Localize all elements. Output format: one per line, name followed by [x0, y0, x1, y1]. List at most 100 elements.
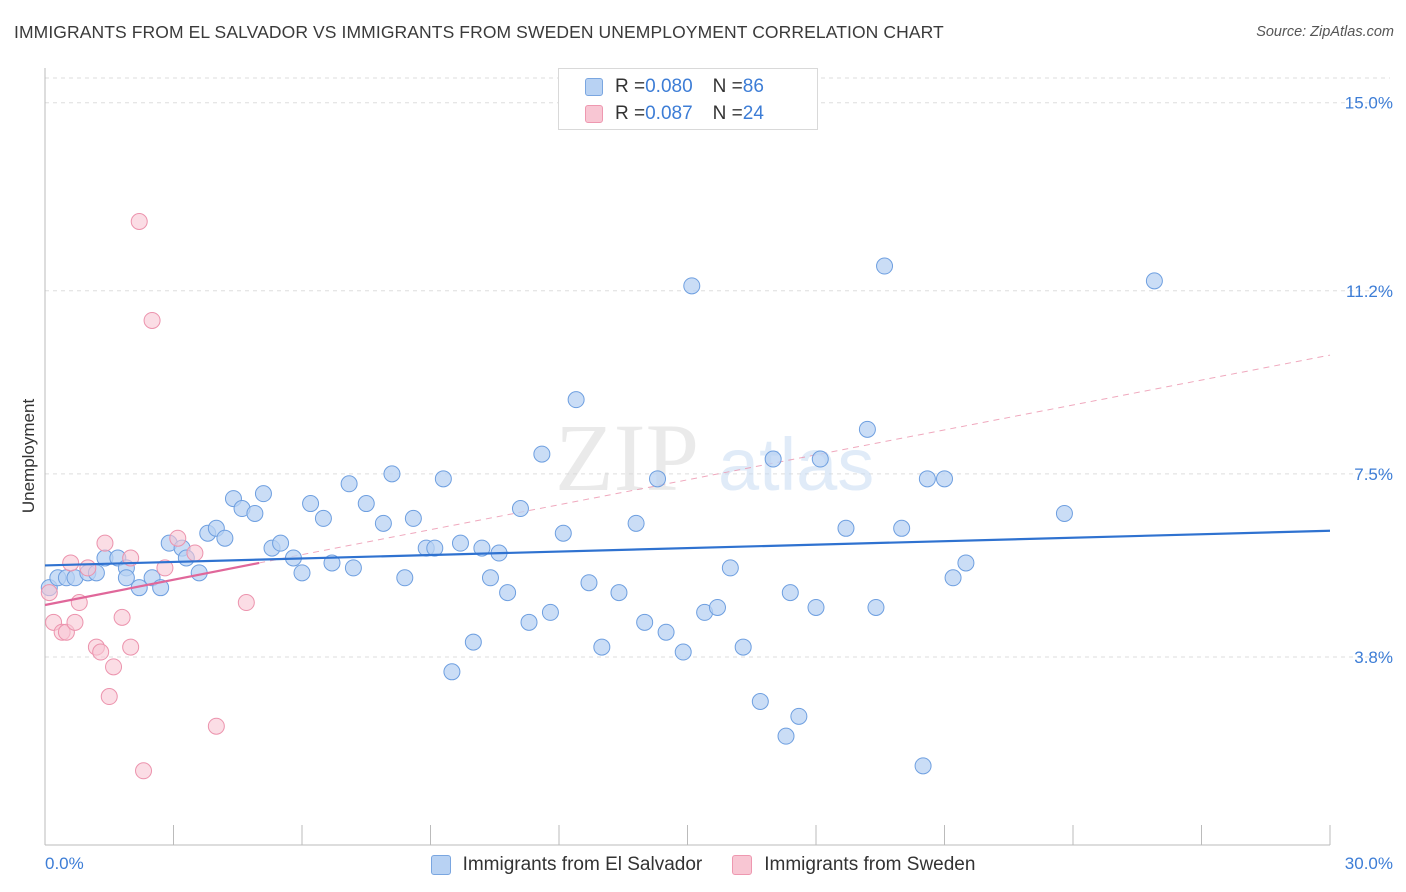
data-point-sweden [100, 688, 118, 706]
y-tick-label: 11.2% [1346, 282, 1393, 301]
watermark-atlas: atlas [718, 423, 874, 506]
chart-title: IMMIGRANTS FROM EL SALVADOR VS IMMIGRANT… [14, 22, 944, 42]
data-point-el-salvador [464, 633, 482, 651]
data-point-el-salvador [657, 623, 675, 641]
data-point-el-salvador [117, 569, 135, 587]
data-point-el-salvador [610, 584, 628, 602]
legend-swatch-pink [585, 105, 603, 123]
data-point-el-salvador [451, 534, 469, 552]
n-value: 86 [742, 76, 764, 97]
data-point-el-salvador [533, 445, 551, 463]
y-tick-label: 15.0% [1345, 94, 1393, 113]
data-point-el-salvador [314, 509, 332, 527]
data-point-sweden [79, 559, 97, 577]
data-point-el-salvador [649, 470, 667, 488]
data-point-el-salvador [858, 420, 876, 438]
data-point-el-salvador [254, 485, 272, 503]
data-point-el-salvador [1055, 504, 1073, 522]
data-point-el-salvador [893, 519, 911, 537]
data-point-el-salvador [426, 539, 444, 557]
data-point-sweden [105, 658, 123, 676]
data-point-el-salvador [751, 692, 769, 710]
r-label: R = [615, 103, 646, 124]
y-tick-labels: 3.8% 7.5% 11.2% 15.0% [1345, 94, 1393, 667]
data-point-el-salvador [867, 598, 885, 616]
data-point-el-salvador [473, 539, 491, 557]
grid-lines [45, 77, 1390, 658]
legend-swatch-pink [732, 855, 753, 875]
data-point-el-salvador [837, 519, 855, 537]
data-point-sweden [96, 534, 114, 552]
data-point-sweden [92, 643, 110, 661]
data-point-el-salvador [520, 613, 538, 631]
series-legend: Immigrants from El Salvador Immigrants f… [0, 852, 1406, 878]
data-point-el-salvador [216, 529, 234, 547]
data-point-el-salvador [434, 470, 452, 488]
data-point-el-salvador [944, 569, 962, 587]
data-point-sweden [113, 608, 131, 626]
data-point-el-salvador [636, 613, 654, 631]
n-value: 24 [742, 103, 764, 124]
n-label: N = [712, 76, 743, 97]
data-point-sweden [156, 559, 174, 577]
correlation-legend: R = 0.080 N = 86 R = 0.087 N = 24 [558, 68, 818, 130]
data-point-el-salvador [918, 470, 936, 488]
data-point-el-salvador [593, 638, 611, 656]
data-point-el-salvador [541, 603, 559, 621]
data-point-el-salvador [914, 757, 932, 775]
sweden-trend-line [44, 561, 260, 607]
legend-swatch-blue [430, 855, 451, 875]
data-point-el-salvador [936, 470, 953, 488]
data-point-el-salvador [777, 727, 795, 745]
series-sweden [40, 213, 255, 780]
data-point-el-salvador [764, 450, 782, 468]
data-point-el-salvador [580, 574, 598, 592]
data-point-el-salvador [302, 495, 320, 513]
r-label: R = [615, 76, 646, 97]
data-point-el-salvador [708, 598, 726, 616]
data-point-sweden [135, 762, 153, 780]
data-point-el-salvador [357, 495, 375, 513]
data-point-el-salvador [344, 559, 362, 577]
data-point-sweden [66, 613, 84, 631]
sweden-trend-extension [259, 354, 1331, 564]
data-point-el-salvador [511, 500, 529, 518]
data-point-el-salvador [443, 663, 461, 681]
y-tick-label: 3.8% [1354, 648, 1393, 667]
legend-label: Immigrants from Sweden [764, 854, 976, 875]
data-point-el-salvador [683, 277, 701, 295]
x-tick-label: 0.0% [45, 854, 84, 873]
data-point-el-salvador [721, 559, 739, 577]
axes [44, 68, 1331, 846]
data-point-el-salvador [957, 554, 975, 572]
n-label: N = [712, 103, 743, 124]
data-point-sweden [169, 529, 187, 547]
data-point-el-salvador [383, 465, 401, 483]
data-point-el-salvador [790, 707, 808, 725]
data-point-el-salvador [374, 514, 392, 532]
watermark-zip: ZIP [555, 404, 699, 511]
data-point-sweden [207, 717, 225, 735]
trend-line-extended [259, 354, 1331, 564]
data-point-el-salvador [674, 643, 692, 661]
legend-row-el-salvador: R = 0.080 N = 86 [585, 75, 764, 99]
source-label: Source: ZipAtlas.com [1256, 24, 1394, 40]
data-point-el-salvador [781, 584, 799, 602]
data-point-sweden [122, 638, 140, 656]
data-point-el-salvador [340, 475, 358, 493]
data-point-el-salvador [807, 598, 825, 616]
data-point-sweden [62, 554, 80, 572]
data-point-el-salvador [481, 569, 499, 587]
data-point-el-salvador [499, 584, 517, 602]
legend-row-sweden: R = 0.087 N = 24 [585, 102, 764, 126]
legend-item-el-salvador: Immigrants from El Salvador [430, 854, 702, 876]
data-point-el-salvador [293, 564, 311, 582]
series-el-salvador [40, 257, 1163, 775]
data-point-sweden [143, 311, 161, 329]
legend-swatch-blue [585, 78, 603, 96]
y-axis-label: Unemployment [19, 399, 38, 514]
data-point-el-salvador [734, 638, 752, 656]
data-point-el-salvador [323, 554, 341, 572]
x-tick-label: 30.0% [1345, 854, 1393, 873]
